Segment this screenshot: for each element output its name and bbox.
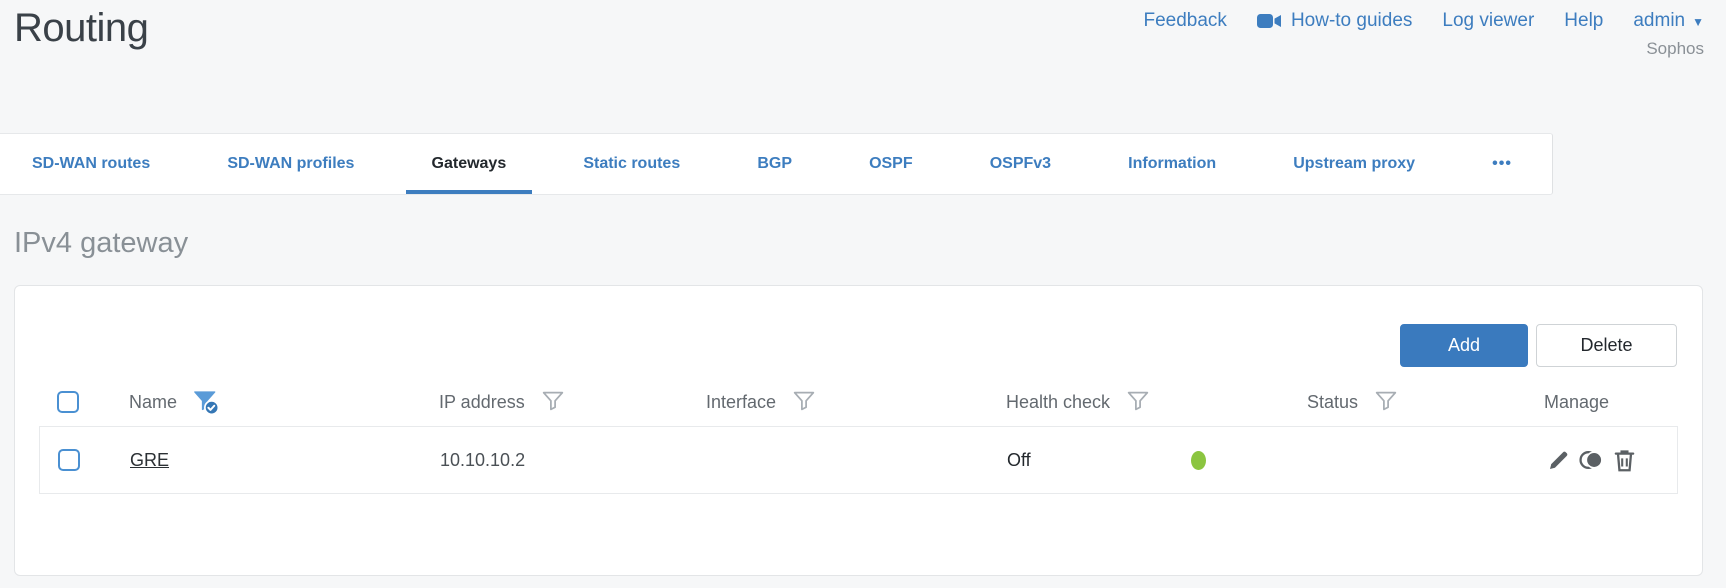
tab-ospfv3[interactable]: OSPFv3	[989, 155, 1052, 172]
feedback-link[interactable]: Feedback	[1143, 10, 1227, 31]
table-header: Name IP address Interface Health check	[39, 378, 1678, 426]
tab-sd-wan-routes[interactable]: SD-WAN routes	[32, 155, 151, 172]
cell-health-check: Off	[1007, 449, 1031, 470]
tabbar: SD-WAN routes SD-WAN profiles Gateways S…	[0, 133, 1553, 195]
delete-icon[interactable]	[1611, 447, 1637, 473]
header-checkbox-cell	[39, 391, 111, 413]
cell-status	[1191, 450, 1527, 470]
filter-icon[interactable]	[1372, 388, 1400, 416]
row-checkbox[interactable]	[58, 449, 80, 471]
chevron-down-icon: ▼	[1692, 15, 1704, 29]
column-header-ip-address: IP address	[421, 388, 688, 416]
log-viewer-link[interactable]: Log viewer	[1442, 10, 1535, 31]
tab-information[interactable]: Information	[1128, 155, 1217, 172]
cell-manage	[1527, 447, 1677, 473]
user-menu[interactable]: admin ▼	[1633, 10, 1704, 32]
delete-button[interactable]: Delete	[1536, 324, 1677, 367]
cell-ip-address: 10.10.10.2	[440, 449, 526, 470]
tab-gateways[interactable]: Gateways	[405, 134, 533, 194]
toolbar: Add Delete	[1400, 324, 1677, 367]
filter-icon[interactable]	[1124, 388, 1152, 416]
column-header-interface: Interface	[688, 388, 988, 416]
section-title: IPv4 gateway	[14, 227, 189, 259]
tab-static-routes[interactable]: Static routes	[583, 155, 681, 172]
header-right: Feedback How-to guides Log viewer Help a…	[1143, 10, 1704, 59]
tab-sd-wan-profiles[interactable]: SD-WAN profiles	[227, 155, 355, 172]
help-link[interactable]: Help	[1564, 10, 1604, 31]
cell-name: GRE	[112, 450, 422, 471]
clone-icon[interactable]	[1578, 447, 1604, 473]
howto-guides-link[interactable]: How-to guides	[1256, 10, 1412, 32]
row-checkbox-cell	[40, 449, 112, 471]
column-header-manage: Manage	[1544, 391, 1610, 412]
add-button[interactable]: Add	[1400, 324, 1528, 367]
gateway-name-link[interactable]: GRE	[130, 449, 170, 470]
tab-more-ellipsis[interactable]: •••	[1492, 155, 1512, 172]
column-header-status: Status	[1289, 388, 1526, 416]
filter-active-icon[interactable]	[191, 387, 221, 417]
column-header-name: Name	[111, 387, 421, 417]
header-links: Feedback How-to guides Log viewer Help a…	[1143, 10, 1704, 32]
video-camera-icon	[1256, 13, 1282, 29]
user-menu-label: admin	[1633, 10, 1686, 31]
table-row: GRE 10.10.10.2 Off	[39, 426, 1678, 494]
tab-upstream-proxy[interactable]: Upstream proxy	[1293, 155, 1416, 172]
status-up-indicator	[1191, 450, 1206, 470]
column-header-health-check: Health check	[988, 388, 1289, 416]
top-header: Routing Feedback How-to guides Log viewe…	[0, 0, 1726, 133]
select-all-checkbox[interactable]	[57, 391, 79, 413]
tab-ospf[interactable]: OSPF	[869, 155, 913, 172]
gateway-table-card: Add Delete Name IP address Interface	[14, 285, 1703, 576]
edit-icon[interactable]	[1545, 447, 1571, 473]
filter-icon[interactable]	[790, 388, 818, 416]
filter-icon[interactable]	[539, 388, 567, 416]
tab-bgp[interactable]: BGP	[757, 155, 792, 172]
brand-label: Sophos	[1646, 39, 1704, 58]
page-title: Routing	[14, 6, 149, 50]
